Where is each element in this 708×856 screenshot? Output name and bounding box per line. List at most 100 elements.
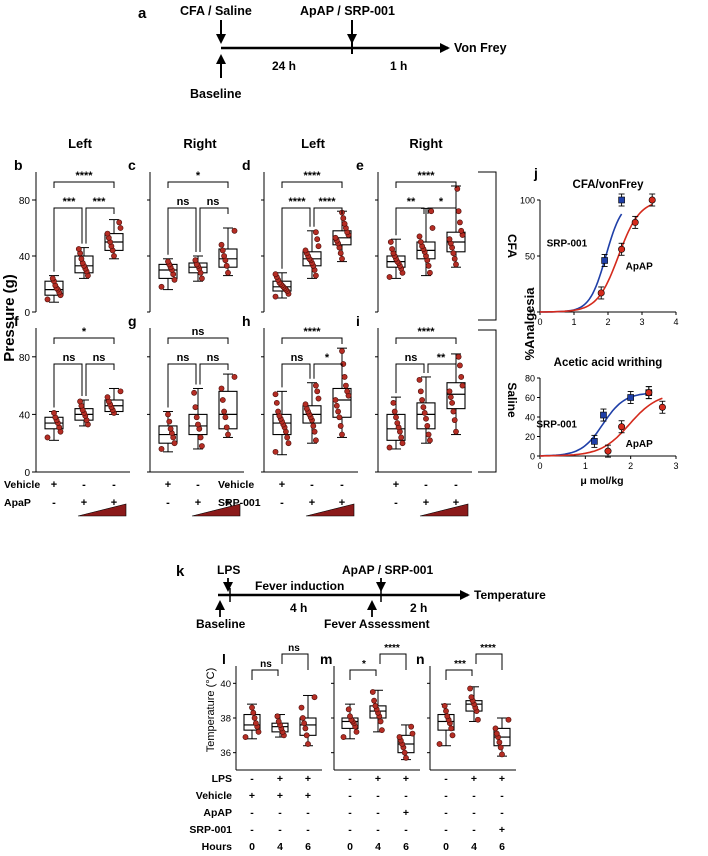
timeline-a: a CFA / Saline ApAP / SRP-001 Von Frey B… — [138, 4, 507, 101]
dose-response-chart: Acetic acid writhing 0 20 40 60 80 0 1 2 3 μ mol/k… — [525, 357, 679, 487]
data-point — [428, 208, 435, 215]
x-tick-label: 1 — [583, 461, 588, 471]
data-point — [426, 437, 433, 444]
timeline-k-drug: ApAP / SRP-001 — [342, 563, 433, 577]
data-point — [249, 704, 255, 711]
box — [446, 382, 466, 410]
data-point — [75, 246, 82, 252]
data-point — [339, 255, 345, 262]
sig-label: **** — [318, 196, 336, 208]
treatment-sign: + — [195, 497, 201, 509]
timeline-k: k LPS ApAP / SRP-001 Fever induction 4 h… — [176, 563, 546, 631]
sig-bracket — [427, 207, 457, 214]
temp-table-sign: + — [499, 824, 505, 836]
column-titles: Left Right Left Right — [68, 136, 443, 151]
timeline-a-baseline-label: Baseline — [190, 87, 241, 101]
sig-label: ns — [207, 196, 220, 208]
treatment-label: SRP-001 — [218, 497, 261, 509]
sig-bracket — [379, 653, 407, 670]
sig-label: **** — [75, 170, 93, 182]
timeline-k-4h: 4 h — [290, 601, 307, 615]
data-point — [312, 437, 319, 444]
panel-letter-a: a — [138, 5, 147, 22]
sig-label: ns — [177, 352, 190, 364]
panel-letter-d: d — [242, 157, 251, 173]
data-point — [387, 239, 394, 245]
data-point — [250, 709, 257, 716]
data-point — [618, 196, 625, 204]
data-point — [333, 402, 340, 409]
data-point — [225, 269, 231, 276]
panel-letter-f: f — [14, 313, 19, 329]
panel-letter-m: m — [320, 651, 332, 667]
dose-wedge — [305, 503, 355, 517]
data-point — [193, 414, 200, 421]
data-point — [645, 389, 653, 397]
data-point — [372, 702, 379, 709]
data-point — [192, 257, 199, 264]
temp-table-sign: 0 — [443, 841, 449, 853]
sig-bracket — [281, 363, 311, 388]
treatment-sign: + — [81, 497, 87, 509]
data-point — [111, 253, 117, 259]
temp-table-sign: - — [376, 790, 380, 802]
panel-letter-l: l — [222, 651, 226, 667]
data-point — [231, 227, 238, 234]
y-tick-label: 38 — [220, 714, 231, 725]
data-point — [77, 398, 83, 405]
data-point — [493, 730, 500, 737]
data-point — [299, 715, 306, 721]
dose-wedge — [419, 503, 469, 517]
temp-table-label: LPS — [212, 773, 232, 785]
data-point — [627, 394, 634, 401]
timeline-a-1h: 1 h — [390, 59, 407, 73]
sig-label: ** — [437, 352, 446, 364]
panel-letter-b: b — [14, 157, 23, 173]
temp-table-sign: - — [500, 807, 504, 819]
sig-bracket — [349, 669, 377, 680]
data-point — [468, 694, 475, 701]
data-point — [401, 749, 408, 756]
panel-letter-k: k — [176, 563, 185, 580]
sig-label: ns — [260, 659, 272, 670]
sig-label: ns — [405, 352, 418, 364]
sig-label: ns — [192, 326, 205, 338]
data-point — [298, 704, 305, 711]
bracket-cfa — [478, 171, 497, 321]
data-point — [342, 382, 349, 389]
row-label-saline: Saline — [505, 382, 519, 418]
data-point — [399, 440, 406, 447]
x-tick-label: 2 — [628, 461, 633, 471]
temp-table-sign: + — [375, 773, 381, 785]
data-point — [618, 423, 626, 431]
sig-label: * — [439, 196, 444, 208]
sig-bracket — [167, 207, 197, 255]
temp-table-sign: - — [250, 807, 254, 819]
temp-table-sign: 6 — [499, 841, 505, 853]
y-tick-label: 40 — [19, 410, 31, 421]
sig-label: *** — [63, 196, 77, 208]
temp-table-sign: + — [471, 773, 477, 785]
y-axis-title-analgesia: %Analgesia — [522, 287, 537, 361]
sig-bracket — [395, 363, 425, 394]
data-point — [311, 428, 318, 435]
data-point — [446, 236, 453, 243]
fit-curve — [540, 397, 663, 457]
temp-table-sign: + — [277, 790, 283, 802]
data-point — [223, 424, 230, 431]
sig-label: **** — [288, 196, 306, 208]
data-point — [302, 401, 309, 408]
temp-table-sign: - — [472, 824, 476, 836]
temp-table-sign: 4 — [471, 841, 477, 853]
data-point — [310, 423, 317, 429]
bracket-saline — [478, 329, 497, 473]
treatment-label: Vehicle — [4, 479, 40, 491]
data-point — [505, 716, 512, 723]
data-point — [450, 408, 457, 415]
temp-table-sign: - — [444, 807, 448, 819]
data-point — [340, 215, 347, 222]
data-point — [303, 732, 310, 739]
sig-bracket — [475, 653, 503, 670]
